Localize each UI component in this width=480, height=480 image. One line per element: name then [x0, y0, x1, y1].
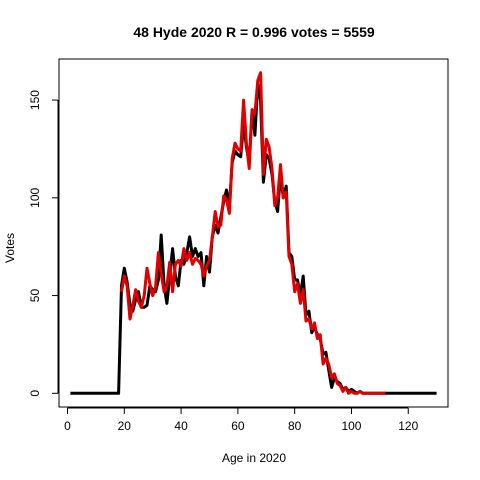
x-tick-label: 60	[231, 419, 245, 433]
y-tick-label: 150	[28, 90, 42, 110]
y-tick-label: 50	[28, 289, 42, 303]
series-line-1	[70, 84, 436, 393]
x-axis-label: Age in 2020	[222, 451, 286, 465]
y-tick-label: 0	[28, 390, 42, 397]
chart-title: 48 Hyde 2020 R = 0.996 votes = 5559	[133, 24, 374, 40]
x-tick-label: 80	[288, 419, 302, 433]
x-tick-label: 100	[341, 419, 361, 433]
y-tick-label: 100	[28, 187, 42, 207]
x-tick-label: 120	[398, 419, 418, 433]
x-tick-label: 0	[64, 419, 71, 433]
x-axis: 0 20 40 60 80 100 120	[64, 408, 418, 433]
y-axis-label: Votes	[3, 233, 17, 263]
y-axis: 0 50 100 150	[28, 90, 58, 397]
x-tick-label: 20	[118, 419, 132, 433]
series-layer	[70, 73, 436, 394]
x-tick-label: 40	[174, 419, 188, 433]
